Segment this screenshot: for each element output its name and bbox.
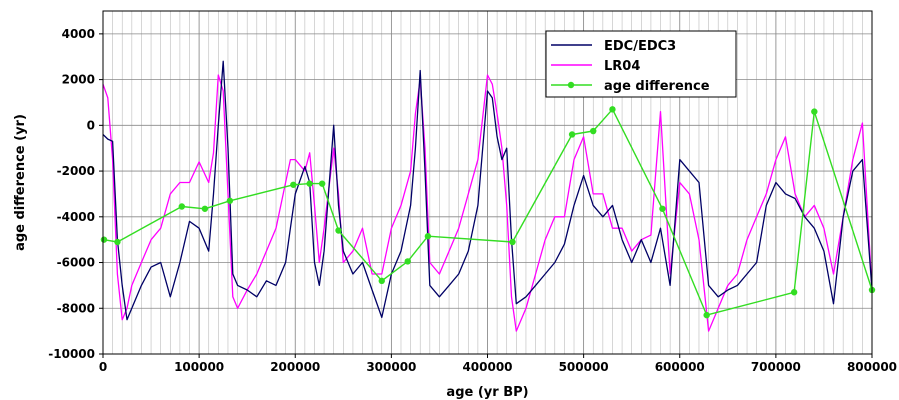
- y-tick-label: 4000: [62, 27, 95, 41]
- series-point: [568, 131, 576, 138]
- x-tick-label: 800000: [847, 360, 897, 374]
- x-axis-label: age (yr BP): [446, 385, 528, 400]
- y-tick-label: 2000: [62, 73, 95, 87]
- series-point: [201, 205, 209, 212]
- y-axis-ticks: -10000 -8000 -6000 -4000 -2000 0 2000 4000: [48, 27, 103, 361]
- y-tick-label: -4000: [57, 210, 95, 224]
- series-point: [178, 203, 186, 210]
- series-point: [306, 180, 313, 187]
- legend-label: LR04: [604, 59, 640, 74]
- x-tick-label: 300000: [366, 360, 416, 374]
- y-tick-label: 0: [87, 118, 95, 132]
- series-point: [424, 233, 432, 240]
- series-point: [790, 289, 798, 296]
- x-tick-label: 0: [99, 360, 107, 374]
- x-tick-label: 500000: [559, 360, 609, 374]
- series-point: [100, 236, 108, 243]
- x-tick-label: 200000: [270, 360, 320, 374]
- series-layer: [100, 60, 876, 332]
- y-tick-label: -10000: [48, 347, 95, 361]
- series-point: [335, 227, 342, 234]
- series-point: [404, 258, 411, 265]
- series-point: [226, 197, 234, 204]
- y-axis-label: age difference (yr): [13, 114, 28, 251]
- series-point: [609, 106, 616, 113]
- y-tick-label: -6000: [57, 256, 95, 270]
- series-line-edc-edc3: [102, 60, 873, 321]
- x-tick-label: 600000: [655, 360, 705, 374]
- legend: EDC/EDC3 LR04 age difference: [545, 30, 737, 98]
- x-tick-label: 100000: [174, 360, 224, 374]
- series-point: [590, 127, 597, 135]
- series-point: [703, 311, 710, 319]
- y-tick-label: -8000: [57, 301, 95, 315]
- x-tick-label: 400000: [462, 360, 512, 374]
- y-tick-label: -2000: [57, 164, 95, 178]
- legend-marker: [567, 81, 575, 89]
- legend-box: [545, 30, 737, 98]
- legend-label: age difference: [604, 79, 710, 94]
- series-line-lr04: [102, 74, 873, 332]
- series-point: [318, 180, 326, 187]
- series-point: [659, 205, 666, 212]
- series-point: [811, 108, 818, 115]
- series-point: [378, 277, 385, 285]
- series-point: [290, 181, 297, 188]
- series-point: [114, 238, 121, 246]
- series-point: [509, 238, 516, 246]
- x-tick-label: 700000: [751, 360, 801, 374]
- legend-label: EDC/EDC3: [604, 39, 676, 54]
- x-axis-ticks: 0 100000 200000 300000 400000 500000 600000 700…: [99, 354, 897, 374]
